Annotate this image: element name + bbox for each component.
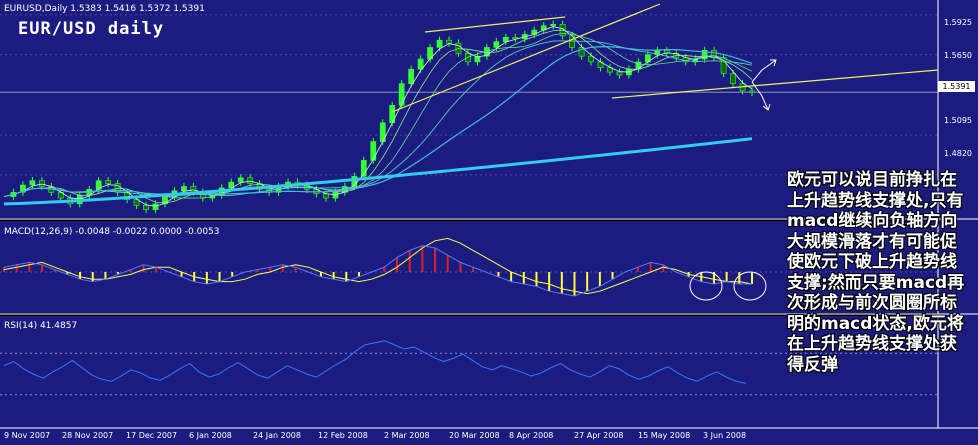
symbol-info: EURUSD,Daily 1.5383 1.5416 1.5372 1.5391 [4,4,205,14]
candle-body [730,73,736,84]
macd-highlight-circle [733,271,767,301]
date-tick: 17 Dec 2007 [126,431,178,440]
candle-body [578,47,585,57]
date-tick: 12 Feb 2008 [318,431,368,440]
date-tick: 20 Mar 2008 [449,431,500,440]
price-gridlines [0,14,938,176]
candle-body [427,47,433,60]
channel-top-line [424,16,566,33]
candle-body [417,58,424,70]
down-arrow [751,81,769,111]
macd-signal-line [3,237,753,295]
chart-title: EUR/USD daily [18,19,165,39]
date-tick: 3 Jun 2008 [703,431,747,440]
candle-body [360,160,367,177]
candle-body [588,55,594,63]
candle-body [228,181,235,189]
date-tick: 8 Apr 2008 [509,431,554,440]
rsi-panel-bg [0,316,938,428]
candle-body [143,205,149,210]
rsi-line [3,340,747,384]
macd-histogram [0,237,938,301]
date-tick: 28 Nov 2007 [62,431,114,440]
candle-body [332,191,339,199]
candle-body [493,41,500,48]
date-tick: 15 May 2008 [638,431,691,440]
candle-body [181,186,187,192]
candle-body [398,83,405,106]
candle-body [550,23,557,27]
support-trendline [611,69,939,99]
analysis-annotation: 欧元可以说目前挣扎在上升趋势线支撑处,只有macd继续向负轴方向大规模滑落才有可… [787,170,965,375]
candle-body [701,50,708,60]
moving-average-line [3,29,753,204]
candle-body [455,42,462,54]
date-tick: 9 Nov 2007 [4,431,51,440]
macd-highlight-circle [689,271,723,301]
candle-body [237,177,244,183]
candle-body [20,184,26,193]
price-panel-bg [0,0,938,218]
candle-body [512,37,519,40]
candle-body [39,180,45,187]
candle-body [370,141,377,161]
date-tick: 27 Apr 2008 [574,431,624,440]
price-tick: 1.5095 [944,116,972,125]
candle-body [152,203,159,210]
candle-body [607,67,613,73]
up-arrow-head [770,59,777,67]
rsi-line [0,340,938,396]
date-axis-bg [0,428,978,445]
down-arrow-head [762,103,771,111]
macd-header: MACD(12,26,9) -0.0048 -0.0022 0.0000 -0.… [4,227,220,237]
up-arrow [751,59,777,83]
candle-body [663,50,670,54]
moving-average-line [3,33,753,199]
price-tick: 1.5925 [944,18,972,27]
candle-body [436,39,443,48]
price-tick: 1.4820 [944,149,972,158]
trendlines [391,3,939,113]
candle-body [29,180,36,186]
candle-body [616,71,623,76]
date-tick: 24 Jan 2008 [253,431,301,440]
current-price-label: 1.5391 [938,81,975,92]
moving-average-line [3,46,753,198]
date-tick: 6 Jan 2008 [189,431,232,440]
candle-body [474,55,481,63]
rising-trendline [391,3,661,113]
moving-averages [3,26,753,207]
candle-body [502,37,509,42]
candle-body [323,193,329,199]
date-tick: 2 Mar 2008 [384,431,430,440]
candle-body [105,180,112,184]
candle-body [133,199,140,206]
candle-body [247,177,254,184]
rsi-header: RSI(14) 41.4857 [4,321,78,331]
long-term-moving-average [3,137,753,206]
candle-body [446,39,452,44]
price-axis-bg [938,0,978,428]
macd-line [3,245,752,297]
candle-body [351,176,358,187]
candle-body [95,180,102,190]
candle-body [749,90,755,93]
candle-body [408,68,415,84]
price-tick: 1.5650 [944,51,972,60]
